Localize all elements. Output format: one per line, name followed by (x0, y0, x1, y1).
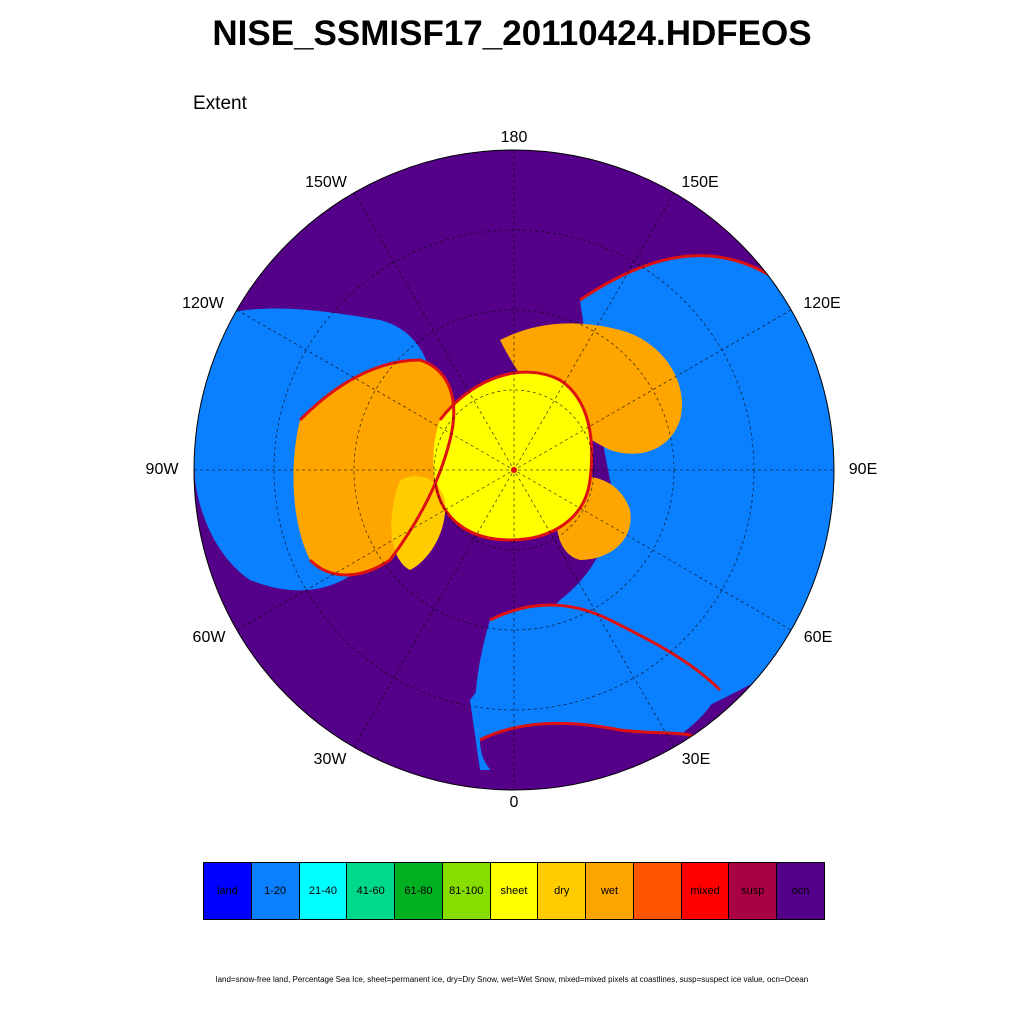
legend-item-susp: susp (729, 863, 777, 919)
legend-item-41-60: 41-60 (347, 863, 395, 919)
color-legend: land 1-20 21-40 41-60 61-80 81-100 sheet dry wet… (203, 862, 825, 920)
lon-label-180: 180 (501, 129, 528, 147)
pole-marker (511, 467, 517, 473)
legend-item-land: land (204, 863, 252, 919)
lon-label-30e: 30E (682, 751, 710, 769)
lon-label-120e: 120E (803, 295, 840, 313)
lon-label-30w: 30W (314, 751, 347, 769)
lon-label-150e: 150E (681, 174, 718, 192)
legend-item-81-100: 81-100 (443, 863, 491, 919)
lon-label-0: 0 (510, 794, 519, 812)
lon-label-120w: 120W (182, 295, 224, 313)
legend-item-sheet: sheet (491, 863, 539, 919)
lon-label-150w: 150W (305, 174, 347, 192)
legend-item-1-20: 1-20 (252, 863, 300, 919)
legend-item-mixed: mixed (682, 863, 730, 919)
legend-item-ocn: ocn (777, 863, 824, 919)
legend-item-dry: dry (538, 863, 586, 919)
legend-item-21-40: 21-40 (300, 863, 348, 919)
lon-label-90w: 90W (146, 461, 179, 479)
legend-item-61-80: 61-80 (395, 863, 443, 919)
lon-label-90e: 90E (849, 461, 877, 479)
legend-item-unlabeled-9 (634, 863, 682, 919)
lon-label-60e: 60E (804, 629, 832, 647)
legend-item-wet: wet (586, 863, 634, 919)
lon-label-60w: 60W (193, 629, 226, 647)
legend-footnote: land=snow-free land, Percentage Sea Ice,… (0, 975, 1024, 984)
